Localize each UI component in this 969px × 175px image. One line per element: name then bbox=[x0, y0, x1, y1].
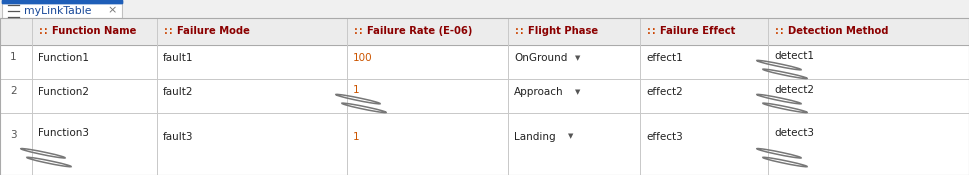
Text: ▼: ▼ bbox=[568, 134, 574, 139]
Text: fault1: fault1 bbox=[163, 53, 194, 63]
Bar bbox=[2, 0, 122, 3]
Text: Function1: Function1 bbox=[38, 53, 89, 63]
Text: Landing: Landing bbox=[514, 132, 555, 142]
Text: ::: :: bbox=[38, 26, 49, 37]
Text: detect3: detect3 bbox=[774, 128, 814, 138]
Text: 2: 2 bbox=[10, 86, 16, 96]
Text: fault2: fault2 bbox=[163, 87, 194, 97]
Text: fault3: fault3 bbox=[163, 132, 194, 142]
Text: detect1: detect1 bbox=[774, 51, 814, 61]
Text: OnGround: OnGround bbox=[514, 53, 568, 63]
Text: ::: :: bbox=[646, 26, 658, 37]
Text: Approach: Approach bbox=[514, 87, 564, 97]
Text: myLinkTable: myLinkTable bbox=[24, 6, 91, 16]
Text: Failure Mode: Failure Mode bbox=[177, 26, 250, 37]
Text: Function Name: Function Name bbox=[52, 26, 137, 37]
Text: Detection Method: Detection Method bbox=[788, 26, 889, 37]
Text: detect2: detect2 bbox=[774, 85, 814, 95]
Text: 1: 1 bbox=[10, 52, 16, 62]
Text: effect1: effect1 bbox=[646, 53, 683, 63]
Bar bbox=[0, 18, 969, 45]
Text: ::: :: bbox=[774, 26, 786, 37]
Bar bbox=[0, 79, 969, 113]
Text: ::: :: bbox=[353, 26, 364, 37]
Text: effect3: effect3 bbox=[646, 132, 683, 142]
Bar bbox=[2, 0, 122, 3]
Text: ▼: ▼ bbox=[575, 89, 580, 95]
Text: ::: :: bbox=[514, 26, 526, 37]
Text: 1: 1 bbox=[353, 132, 359, 142]
Text: 1: 1 bbox=[353, 85, 359, 95]
Bar bbox=[0, 45, 969, 79]
Text: ▼: ▼ bbox=[575, 55, 580, 61]
Bar bbox=[0, 113, 969, 175]
Text: ::: :: bbox=[163, 26, 174, 37]
Text: 100: 100 bbox=[353, 53, 373, 63]
Text: Failure Effect: Failure Effect bbox=[660, 26, 735, 37]
Text: Function3: Function3 bbox=[38, 128, 89, 138]
Bar bbox=[2, 0, 122, 18]
Text: Flight Phase: Flight Phase bbox=[528, 26, 598, 37]
Text: effect2: effect2 bbox=[646, 87, 683, 97]
Text: 3: 3 bbox=[10, 130, 16, 140]
Bar bbox=[0, 18, 969, 175]
Text: Function2: Function2 bbox=[38, 87, 89, 97]
Text: Failure Rate (E-06): Failure Rate (E-06) bbox=[367, 26, 472, 37]
Text: ×: × bbox=[108, 6, 116, 16]
